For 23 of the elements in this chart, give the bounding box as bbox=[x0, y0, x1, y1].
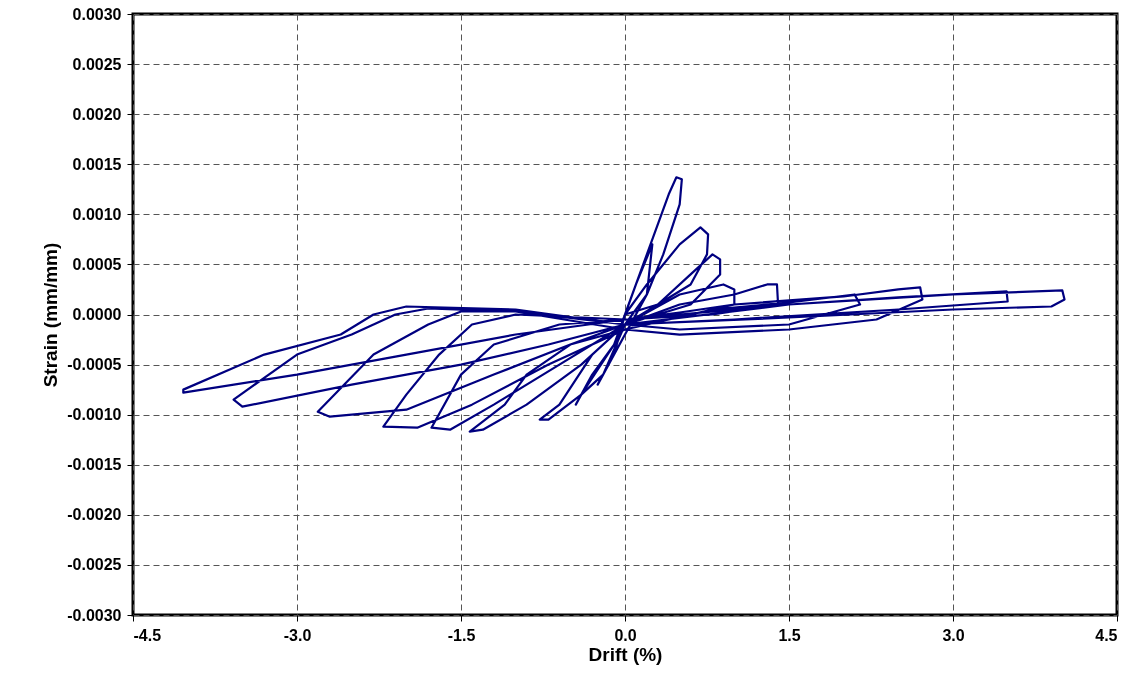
x-axis-title: Drift (%) bbox=[588, 643, 663, 665]
y-tick-label: 0.0015 bbox=[72, 155, 122, 173]
line-series bbox=[182, 176, 1066, 433]
x-tick-label: 1.5 bbox=[778, 626, 801, 644]
y-tick-label: 0.0005 bbox=[72, 255, 122, 273]
x-tick-label: -3.0 bbox=[283, 626, 312, 644]
y-tick-label: 0.0020 bbox=[72, 105, 122, 123]
x-tick-label: -4.5 bbox=[133, 626, 162, 644]
y-tick-label: -0.0025 bbox=[67, 556, 122, 574]
y-axis-title: Strain (mm/mm) bbox=[40, 242, 62, 388]
y-tick-label: 0.0010 bbox=[72, 205, 122, 223]
y-tick-label: -0.0020 bbox=[67, 506, 122, 524]
y-tick-label: 0.0025 bbox=[72, 55, 122, 73]
y-tick-label: -0.0010 bbox=[67, 406, 122, 424]
y-tick-label: 0.0030 bbox=[72, 5, 122, 23]
y-tick-label: -0.0015 bbox=[67, 456, 122, 474]
y-tick-label: 0.0000 bbox=[72, 306, 122, 323]
x-tick-label: 4.5 bbox=[1095, 626, 1118, 644]
x-tick-label: -1.5 bbox=[447, 626, 476, 644]
y-tick-label: -0.0005 bbox=[67, 356, 122, 374]
y-tick-label: -0.0030 bbox=[67, 606, 122, 624]
x-tick-label: 0.0 bbox=[614, 626, 637, 644]
x-tick-label: 3.0 bbox=[942, 626, 965, 644]
